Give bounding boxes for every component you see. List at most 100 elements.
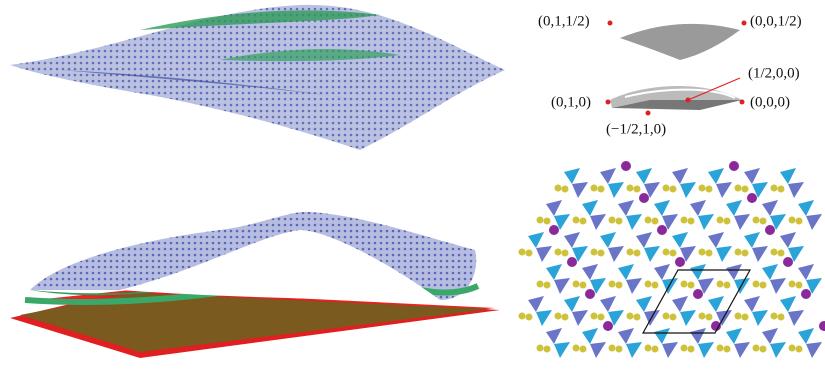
atom	[670, 250, 677, 257]
atom	[724, 282, 731, 289]
atom	[609, 281, 616, 288]
tetrahedron	[546, 328, 562, 344]
atom	[598, 250, 605, 257]
tetrahedron	[528, 232, 544, 248]
atom	[591, 185, 598, 192]
atom	[735, 313, 742, 320]
atom	[603, 321, 613, 331]
tetrahedron	[770, 278, 786, 294]
atom	[681, 345, 688, 352]
tetrahedron	[654, 328, 670, 344]
atom	[567, 257, 577, 267]
tetrahedron	[572, 310, 588, 326]
atom	[688, 282, 695, 289]
atom	[537, 281, 544, 288]
tetrahedron	[708, 168, 724, 184]
atom	[616, 346, 623, 353]
tetrahedron	[608, 182, 624, 198]
atom	[580, 218, 587, 225]
atom	[652, 282, 659, 289]
atom	[652, 346, 659, 353]
atom	[591, 249, 598, 256]
tetrahedron	[762, 200, 778, 216]
atom	[789, 281, 796, 288]
atom	[717, 281, 724, 288]
atom	[765, 225, 775, 235]
tetrahedron	[798, 328, 814, 344]
atom	[657, 225, 667, 235]
atom	[778, 314, 785, 321]
tetrahedron	[582, 264, 598, 280]
atom	[652, 218, 659, 225]
atom	[742, 250, 749, 257]
atom	[778, 250, 785, 257]
atom	[555, 249, 562, 256]
atom	[724, 218, 731, 225]
atom	[627, 249, 634, 256]
tetrahedron	[806, 342, 822, 358]
atom	[645, 217, 652, 224]
atom	[562, 186, 569, 193]
tetrahedron	[780, 232, 796, 248]
atom	[706, 250, 713, 257]
atom	[580, 346, 587, 353]
tetrahedron	[600, 168, 616, 184]
tetrahedron	[708, 296, 724, 312]
atom	[735, 249, 742, 256]
tetrahedron	[672, 296, 688, 312]
atom	[519, 249, 526, 256]
atom	[562, 314, 569, 321]
tetrahedron	[788, 182, 804, 198]
atom	[742, 186, 749, 193]
tetrahedron	[690, 264, 706, 280]
tetrahedron	[636, 168, 652, 184]
label: (0,0,1/2)	[750, 13, 802, 29]
atom	[573, 281, 580, 288]
atom	[645, 345, 652, 352]
tetrahedron	[680, 182, 696, 198]
atom	[591, 313, 598, 320]
tetrahedron	[698, 342, 714, 358]
tetrahedron	[618, 328, 634, 344]
tetrahedron	[654, 200, 670, 216]
atom	[724, 346, 731, 353]
tetrahedron	[528, 296, 544, 312]
tetrahedron	[582, 328, 598, 344]
atom	[783, 257, 793, 267]
atom	[760, 218, 767, 225]
tetrahedron	[734, 278, 750, 294]
atom	[537, 345, 544, 352]
atom	[616, 282, 623, 289]
tetrahedron	[788, 310, 804, 326]
tetrahedron	[636, 296, 652, 312]
tetrahedron	[608, 246, 624, 262]
atom	[801, 289, 811, 299]
tetrahedron	[672, 168, 688, 184]
tetrahedron	[564, 168, 580, 184]
tetrahedron	[590, 214, 606, 230]
tetrahedron	[582, 200, 598, 216]
label: (0,1,1/2)	[538, 13, 590, 29]
tetrahedron	[744, 296, 760, 312]
tetrahedron	[726, 328, 742, 344]
atom	[747, 193, 757, 203]
atom	[789, 217, 796, 224]
atom	[639, 193, 649, 203]
atom	[717, 217, 724, 224]
tetrahedron	[752, 310, 768, 326]
tetrahedron	[644, 246, 660, 262]
tetrahedron	[590, 342, 606, 358]
tetrahedron	[600, 232, 616, 248]
tetrahedron	[626, 214, 642, 230]
atom	[544, 218, 551, 225]
tetrahedron	[672, 232, 688, 248]
tetrahedron	[734, 342, 750, 358]
atom	[627, 313, 634, 320]
atom	[760, 282, 767, 289]
tetrahedron	[798, 264, 814, 280]
atom	[670, 314, 677, 321]
tetrahedron	[554, 342, 570, 358]
atom	[573, 217, 580, 224]
atom	[681, 281, 688, 288]
atom	[526, 250, 533, 257]
